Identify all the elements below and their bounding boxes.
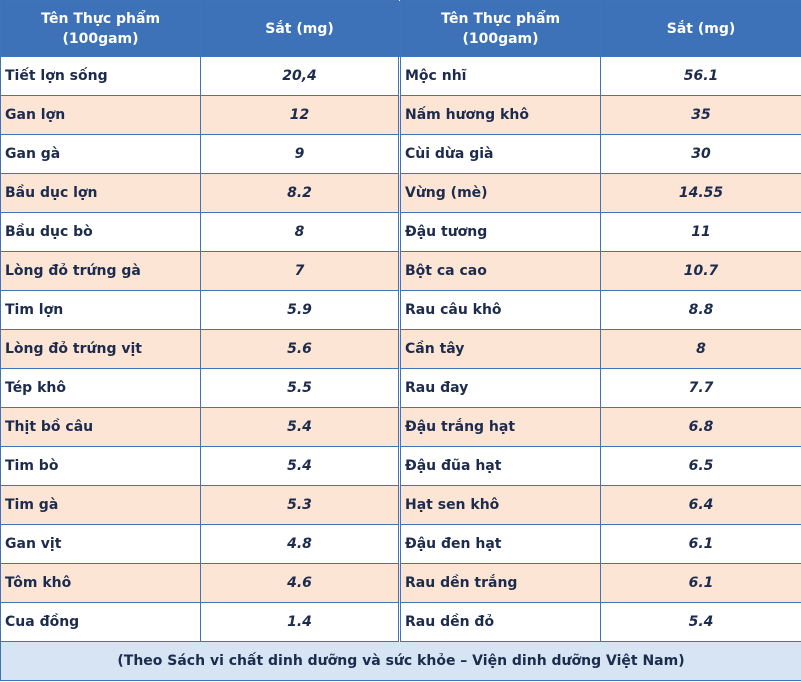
- iron-value: 8.2: [200, 173, 400, 213]
- food-name: Hạt sen khô: [398, 485, 601, 525]
- food-name: Bột ca cao: [398, 251, 601, 291]
- food-name: Tim lợn: [0, 290, 201, 330]
- table-row: Bầu dục bò 8 Đậu tương 11: [0, 212, 801, 252]
- food-name: Mộc nhĩ: [398, 56, 601, 96]
- table-row: Tim gà 5.3 Hạt sen khô 6.4: [0, 485, 801, 525]
- food-name: Rau đay: [398, 368, 601, 408]
- food-name: Tim bò: [0, 446, 201, 486]
- iron-value: 6.4: [600, 485, 801, 525]
- table-row: Lòng đỏ trứng gà 7 Bột ca cao 10.7: [0, 251, 801, 291]
- table-row: Gan vịt 4.8 Đậu đen hạt 6.1: [0, 524, 801, 564]
- food-name: Rau dền trắng: [398, 563, 601, 603]
- iron-value: 6.8: [600, 407, 801, 447]
- header-text: (100gam): [62, 30, 139, 47]
- header-cell: Sắt (mg): [600, 0, 801, 57]
- header-text: Tên Thực phẩm: [440, 10, 561, 27]
- iron-value: 8.8: [600, 290, 801, 330]
- header-row: Tên Thực phẩm (100gam) Sắt (mg) Tên Thực ph…: [0, 0, 801, 57]
- header-cell: Sắt (mg): [200, 0, 400, 57]
- iron-value: 14.55: [600, 173, 801, 213]
- food-name: Bầu dục bò: [0, 212, 201, 252]
- iron-value: 5.4: [200, 446, 400, 486]
- food-name: Đậu trắng hạt: [398, 407, 601, 447]
- table-row: Bầu dục lợn 8.2 Vừng (mè) 14.55: [0, 173, 801, 213]
- food-name: Bầu dục lợn: [0, 173, 201, 213]
- header-text: Sắt (mg): [265, 20, 334, 37]
- iron-value: 7: [200, 251, 400, 291]
- food-name: Gan gà: [0, 134, 201, 174]
- table-row: Tép khô 5.5 Rau đay 7.7: [0, 368, 801, 408]
- header-text: (100gam): [462, 30, 539, 47]
- food-name: Thịt bồ câu: [0, 407, 201, 447]
- iron-value: 7.7: [600, 368, 801, 408]
- table-row: Thịt bồ câu 5.4 Đậu trắng hạt 6.8: [0, 407, 801, 447]
- iron-value: 6.5: [600, 446, 801, 486]
- iron-value: 5.6: [200, 329, 400, 369]
- food-name: Rau câu khô: [398, 290, 601, 330]
- iron-value: 11: [600, 212, 801, 252]
- iron-value: 5.9: [200, 290, 400, 330]
- iron-value: 8: [600, 329, 801, 369]
- food-name: Lòng đỏ trứng gà: [0, 251, 201, 291]
- food-name: Cần tây: [398, 329, 601, 369]
- iron-value: 20,4: [200, 56, 400, 96]
- table-row: Cua đồng 1.4 Rau dền đỏ 5.4: [0, 602, 801, 642]
- table-body: Tiết lợn sống 20,4 Mộc nhĩ 56.1 Gan lợn 12 Nấm…: [0, 56, 801, 642]
- food-name: Gan vịt: [0, 524, 201, 564]
- food-name: Cua đồng: [0, 602, 201, 642]
- iron-value: 9: [200, 134, 400, 174]
- food-name: Tim gà: [0, 485, 201, 525]
- iron-value: 30: [600, 134, 801, 174]
- footer-row: (Theo Sách vi chất dinh dưỡng và sức khỏ…: [0, 641, 801, 681]
- header-cell: Tên Thực phẩm (100gam): [398, 0, 601, 57]
- header-text: Tên Thực phẩm: [40, 10, 161, 27]
- food-name: Rau dền đỏ: [398, 602, 601, 642]
- iron-value: 8: [200, 212, 400, 252]
- iron-value: 5.4: [200, 407, 400, 447]
- food-name: Đậu đen hạt: [398, 524, 601, 564]
- iron-value: 1.4: [200, 602, 400, 642]
- iron-value: 5.4: [600, 602, 801, 642]
- iron-value: 4.6: [200, 563, 400, 603]
- iron-value: 10.7: [600, 251, 801, 291]
- food-name: Tôm khô: [0, 563, 201, 603]
- iron-value: 35: [600, 95, 801, 135]
- iron-value: 12: [200, 95, 400, 135]
- iron-value: 6.1: [600, 563, 801, 603]
- food-name: Đậu đũa hạt: [398, 446, 601, 486]
- iron-value: 5.3: [200, 485, 400, 525]
- table-row: Lòng đỏ trứng vịt 5.6 Cần tây 8: [0, 329, 801, 369]
- table-row: Tôm khô 4.6 Rau dền trắng 6.1: [0, 563, 801, 603]
- food-name: Đậu tương: [398, 212, 601, 252]
- food-name: Gan lợn: [0, 95, 201, 135]
- source-note: (Theo Sách vi chất dinh dưỡng và sức khỏ…: [0, 641, 801, 681]
- table-row: Tiết lợn sống 20,4 Mộc nhĩ 56.1: [0, 56, 801, 96]
- iron-value: 5.5: [200, 368, 400, 408]
- food-name: Vừng (mè): [398, 173, 601, 213]
- table-row: Gan gà 9 Cùi dừa già 30: [0, 134, 801, 174]
- header-text: Sắt (mg): [666, 20, 736, 37]
- table-row: Tim bò 5.4 Đậu đũa hạt 6.5: [0, 446, 801, 486]
- table-row: Gan lợn 12 Nấm hương khô 35: [0, 95, 801, 135]
- table-row: Tim lợn 5.9 Rau câu khô 8.8: [0, 290, 801, 330]
- food-name: Tiết lợn sống: [0, 56, 201, 96]
- food-name: Nấm hương khô: [398, 95, 601, 135]
- food-name: Cùi dừa già: [398, 134, 601, 174]
- food-name: Lòng đỏ trứng vịt: [0, 329, 201, 369]
- food-name: Tép khô: [0, 368, 201, 408]
- header-cell: Tên Thực phẩm (100gam): [0, 0, 201, 57]
- iron-value: 56.1: [600, 56, 801, 96]
- iron-value: 6.1: [600, 524, 801, 564]
- iron-value: 4.8: [200, 524, 400, 564]
